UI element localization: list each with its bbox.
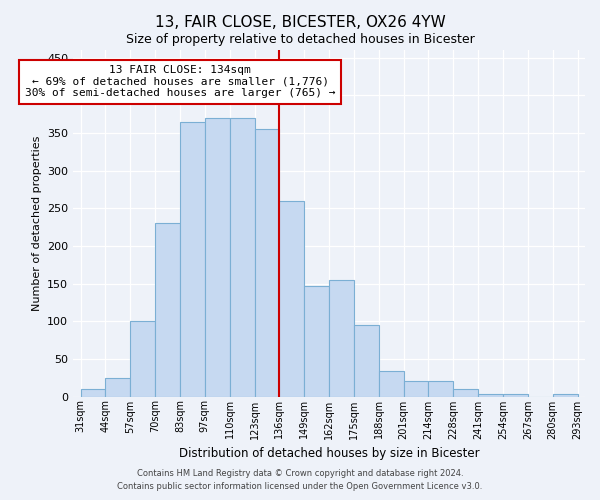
Text: Size of property relative to detached houses in Bicester: Size of property relative to detached ho… <box>125 32 475 46</box>
Bar <box>254 129 280 396</box>
Text: Contains HM Land Registry data © Crown copyright and database right 2024.
Contai: Contains HM Land Registry data © Crown c… <box>118 470 482 491</box>
Bar <box>404 382 428 396</box>
Bar <box>553 394 578 396</box>
Bar <box>454 389 478 396</box>
Text: 13 FAIR CLOSE: 134sqm
← 69% of detached houses are smaller (1,776)
30% of semi-d: 13 FAIR CLOSE: 134sqm ← 69% of detached … <box>25 65 335 98</box>
Bar <box>155 224 180 396</box>
Bar <box>205 118 230 396</box>
Bar <box>280 200 304 396</box>
Bar <box>106 378 130 396</box>
Bar <box>329 280 354 396</box>
Bar <box>180 122 205 396</box>
Bar <box>379 371 404 396</box>
X-axis label: Distribution of detached houses by size in Bicester: Distribution of detached houses by size … <box>179 447 479 460</box>
Bar <box>304 286 329 397</box>
Y-axis label: Number of detached properties: Number of detached properties <box>32 136 41 311</box>
Bar <box>478 394 503 396</box>
Bar <box>503 394 528 396</box>
Bar <box>230 118 254 396</box>
Text: 13, FAIR CLOSE, BICESTER, OX26 4YW: 13, FAIR CLOSE, BICESTER, OX26 4YW <box>155 15 445 30</box>
Bar <box>354 325 379 396</box>
Bar <box>428 382 454 396</box>
Bar <box>80 389 106 396</box>
Bar <box>130 321 155 396</box>
